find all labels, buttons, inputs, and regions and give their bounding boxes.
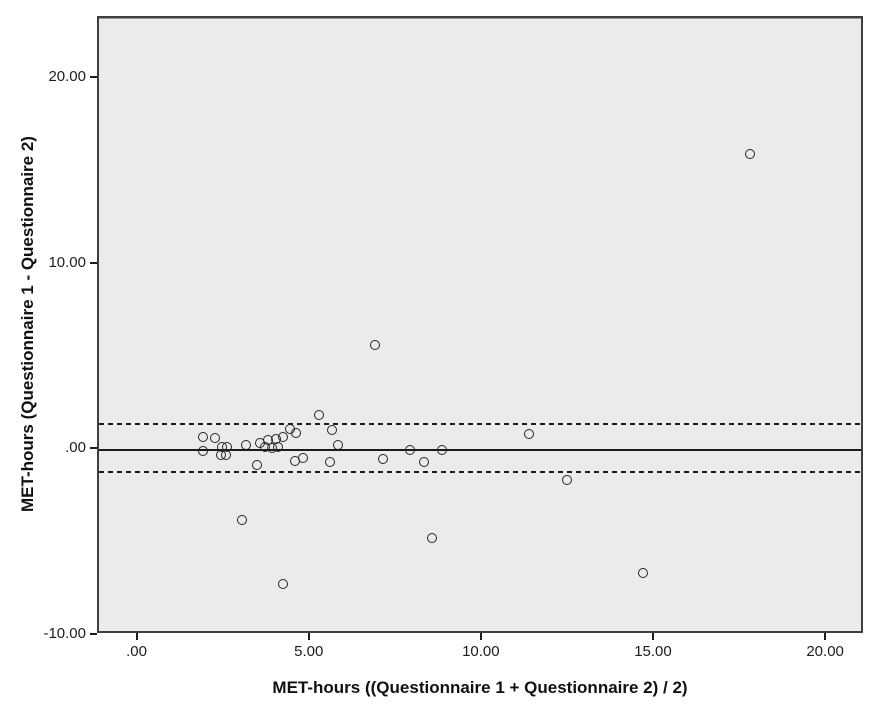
- data-point: [332, 439, 343, 450]
- x-tick: [651, 633, 654, 640]
- data-point: [370, 340, 381, 351]
- y-tick-label: .00: [65, 439, 86, 457]
- data-point: [377, 453, 388, 464]
- x-tick-label: 10.00: [462, 643, 500, 660]
- data-point: [326, 425, 337, 436]
- data-point: [210, 432, 221, 443]
- y-tick: [90, 261, 97, 264]
- data-point: [277, 579, 288, 590]
- plot-area: [97, 16, 863, 633]
- data-point: [241, 439, 251, 450]
- mean-difference-line: [99, 449, 861, 452]
- data-point: [562, 475, 573, 486]
- data-point: [290, 427, 301, 438]
- data-point: [252, 459, 263, 470]
- y-tick: [90, 447, 97, 450]
- data-point: [197, 431, 208, 442]
- data-point: [426, 532, 437, 543]
- y-tick-label: -10.00: [43, 624, 86, 642]
- y-tick-label: 20.00: [48, 68, 86, 86]
- y-axis-title: MET-hours (Questionnaire 1 - Questionnai…: [18, 136, 37, 512]
- data-point: [418, 457, 429, 468]
- data-point: [637, 567, 648, 578]
- y-tick: [90, 632, 97, 635]
- x-tick-label: .00: [126, 643, 147, 660]
- x-tick: [135, 633, 138, 640]
- data-point: [524, 429, 535, 440]
- x-tick-label: 20.00: [806, 643, 844, 660]
- data-point: [325, 456, 336, 467]
- y-tick: [90, 76, 97, 79]
- data-point: [436, 445, 447, 456]
- data-point: [221, 449, 232, 460]
- x-tick: [824, 633, 827, 640]
- upper-limit-of-agreement-line: [99, 422, 861, 425]
- x-tick-label: 5.00: [294, 643, 324, 660]
- data-point: [313, 410, 324, 421]
- data-point: [236, 514, 247, 525]
- data-point: [405, 444, 416, 455]
- data-point: [273, 441, 284, 452]
- lower-limit-of-agreement-line: [99, 471, 861, 474]
- x-axis-title: MET-hours ((Questionnaire 1 + Questionna…: [272, 678, 688, 697]
- x-tick-label: 15.00: [634, 643, 672, 660]
- data-point: [297, 452, 308, 463]
- x-tick: [307, 633, 310, 640]
- x-tick: [479, 633, 482, 640]
- y-tick-label: 10.00: [48, 253, 86, 271]
- data-point: [197, 446, 208, 457]
- data-point: [277, 431, 288, 442]
- data-point: [744, 149, 755, 160]
